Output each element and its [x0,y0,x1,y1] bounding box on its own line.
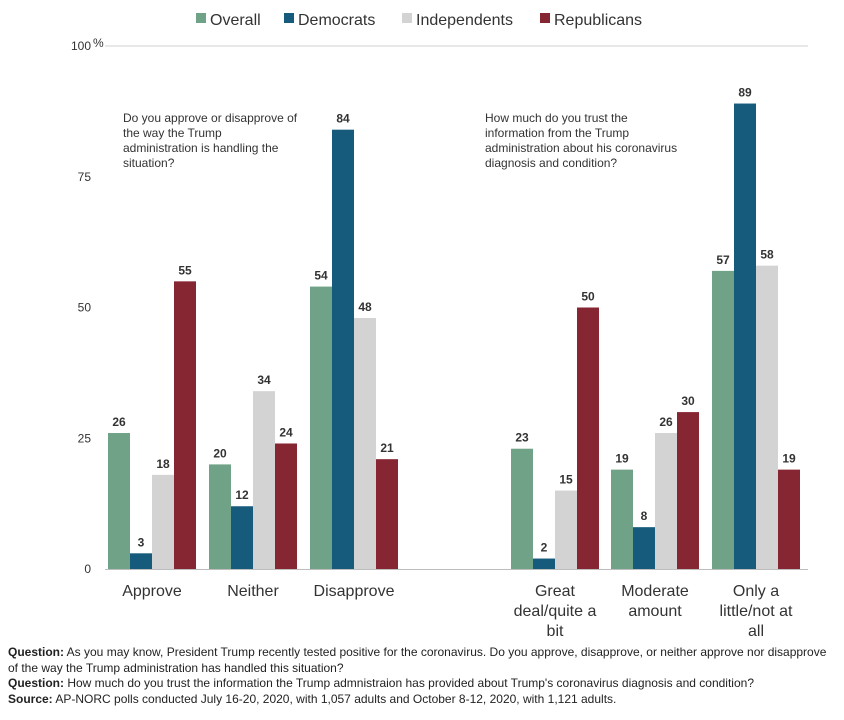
bar-value-label: 26 [112,415,126,429]
footer-question-2-label: Question: [8,676,64,690]
legend-swatch [540,13,550,23]
legend-item: Democrats [284,12,375,29]
x-category-label: Great deal/quite a bit [514,583,597,640]
bar-value-label: 55 [178,263,192,277]
bar-value-label: 23 [515,431,529,445]
chart-footer: Question: As you may know, President Tru… [8,645,838,707]
legend-item: Independents [402,12,513,29]
bar [734,103,756,569]
x-category-label: Neither [227,583,279,600]
bar-value-label: 2 [541,541,548,555]
bar-value-label: 89 [738,86,752,100]
legend-swatch [402,13,412,23]
bar-value-label: 20 [213,446,227,460]
bar [209,464,231,569]
legend-label: Overall [210,12,261,29]
bar-group: 19 8 26 30 [611,394,699,569]
footer-question-1: Question: As you may know, President Tru… [8,645,838,676]
footer-question-1-text: As you may know, President Trump recentl… [8,645,827,675]
bar-value-label: 19 [615,452,629,466]
y-tick-label: 25 [78,431,92,445]
bar-value-label: 54 [314,269,328,283]
bar-value-label: 24 [279,425,293,439]
legend-item: Overall [196,12,261,29]
bar [310,286,332,569]
footer-question-2-text: How much do you trust the information th… [64,676,754,690]
x-category-label: Moderate amount [621,583,689,620]
bar-group: 54 84 48 21 [310,112,398,569]
bars-layer: 26 3 18 55 20 12 34 24 54 84 48 21 23 2 15 50 19 8 26 30 57 8… [108,86,800,569]
footer-question-1-label: Question: [8,645,64,659]
bar [354,317,376,569]
chart-legend: Overall Democrats Independents Republicans [196,12,642,29]
bar-group: 23 2 15 50 [511,290,599,569]
legend-label: Independents [416,12,513,29]
bar [533,558,555,569]
x-category-label: Only a little/not at all [720,583,793,640]
bar [174,281,196,569]
y-axis: 0 25 50 75 100% [71,36,808,576]
bar [376,459,398,569]
bar-value-label: 30 [681,394,695,408]
footer-question-2: Question: How much do you trust the info… [8,676,838,692]
bar [712,270,734,569]
bar [152,474,174,569]
y-tick-label: 75 [78,170,92,184]
bar [655,433,677,569]
bar [511,448,533,569]
bar-value-label: 21 [380,441,394,455]
bar-value-label: 12 [235,488,249,502]
bar-value-label: 57 [716,253,730,267]
y-tick-unit: % [93,36,104,50]
y-tick-label: 50 [78,301,92,315]
bar-value-label: 84 [336,112,350,126]
chart-annotation: Do you approve or disapprove of the way t… [123,111,298,170]
y-tick-label: 0 [84,562,91,576]
bar [677,412,699,569]
bar [611,469,633,569]
bar [231,506,253,569]
bar-value-label: 48 [358,300,372,314]
legend-item: Republicans [540,12,642,29]
bar-value-label: 58 [760,248,774,262]
footer-source-label: Source: [8,691,53,706]
footer-source: Source: AP-NORC polls conducted July 16-… [8,692,838,708]
bar-group: 26 3 18 55 [108,263,196,569]
legend-label: Democrats [298,12,375,29]
bar-value-label: 26 [659,415,673,429]
bar [332,129,354,569]
bar [108,433,130,569]
bar [130,553,152,569]
bar [275,443,297,569]
footer-source-text: AP-NORC polls conducted July 16-20, 2020… [52,691,617,706]
x-category-label: Disapprove [314,583,395,600]
bar-value-label: 15 [559,473,573,487]
chart-annotations: Do you approve or disapprove of the way t… [123,111,677,170]
bar-group: 20 12 34 24 [209,373,297,569]
bar [633,527,655,569]
chart-annotation: How much do you trust the information fro… [485,111,677,170]
bar-value-label: 19 [782,452,796,466]
bar-group: 57 89 58 19 [712,86,800,569]
bar-value-label: 3 [138,535,145,549]
y-tick-label: 100 [71,39,91,53]
bar [577,307,599,569]
legend-label: Republicans [554,12,642,29]
bar [555,490,577,569]
bar-value-label: 50 [581,290,595,304]
bar-chart: Overall Democrats Independents Republicans … [71,12,808,640]
x-axis: Approve Neither Disapprove Great deal/quite … [122,583,793,640]
bar-value-label: 8 [641,509,648,523]
bar [253,391,275,569]
x-category-label: Approve [122,583,182,600]
bar [778,469,800,569]
bar [756,265,778,569]
bar-value-label: 34 [257,373,271,387]
legend-swatch [284,13,294,23]
legend-swatch [196,13,206,23]
bar-value-label: 18 [156,457,170,471]
